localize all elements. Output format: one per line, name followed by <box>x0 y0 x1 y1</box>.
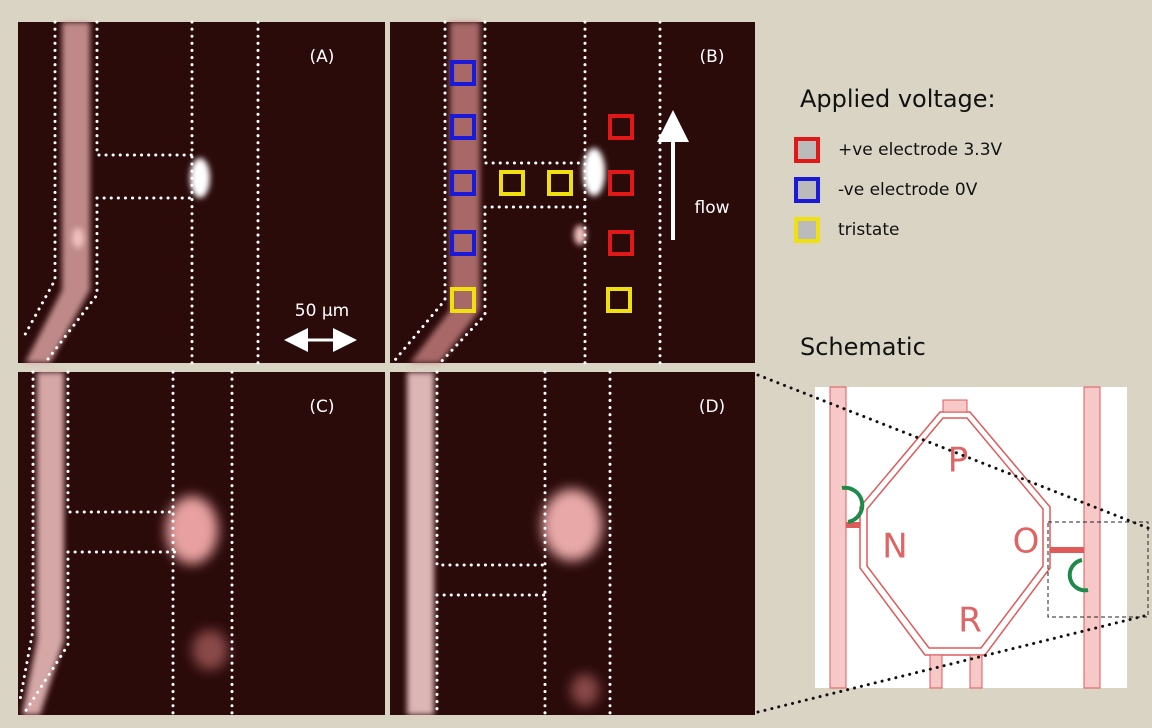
scale-bar-label: 50 µm <box>295 301 349 321</box>
droplet <box>571 674 599 706</box>
panel-label: (B) <box>700 47 725 67</box>
panel-d: (D) <box>390 372 755 715</box>
legend-swatch <box>796 219 818 241</box>
channel <box>830 387 846 688</box>
port <box>943 400 967 412</box>
legend-swatch <box>796 139 818 161</box>
legend-label: -ve electrode 0V <box>838 180 978 200</box>
legend-swatch <box>796 179 818 201</box>
schematic-panel <box>815 387 1127 688</box>
panel-label: (A) <box>310 47 335 67</box>
panel-label: (C) <box>309 397 334 417</box>
panel-a: (A) 50 µm <box>18 22 385 363</box>
panel-b: (B) flow <box>390 22 755 363</box>
panel-c: (C) <box>18 372 385 715</box>
chamber-label: O <box>1013 522 1040 562</box>
legend: +ve electrode 3.3V -ve electrode 0V trista… <box>796 139 1003 241</box>
legend-title: Applied voltage: <box>800 85 996 113</box>
droplet <box>192 630 228 670</box>
chamber-label: P <box>948 441 969 481</box>
chamber-label: R <box>958 601 982 641</box>
legend-label: tristate <box>838 220 899 240</box>
droplet <box>583 148 605 196</box>
legend-label: +ve electrode 3.3V <box>838 140 1003 160</box>
schematic-title: Schematic <box>800 333 926 361</box>
port <box>930 655 942 688</box>
figure: (A) 50 µm (B) flow (C) (D) Applied volta… <box>0 0 1152 728</box>
channel <box>1084 387 1100 688</box>
page: (A) 50 µm (B) flow (C) (D) Applied volta… <box>0 0 1152 728</box>
schematic: P N O R <box>758 375 1148 712</box>
droplet <box>542 489 602 561</box>
droplet <box>72 228 84 248</box>
flow-label: flow <box>694 198 729 218</box>
panel-label: (D) <box>699 397 725 417</box>
chamber-label: N <box>882 527 907 567</box>
channel-glow <box>407 372 434 715</box>
